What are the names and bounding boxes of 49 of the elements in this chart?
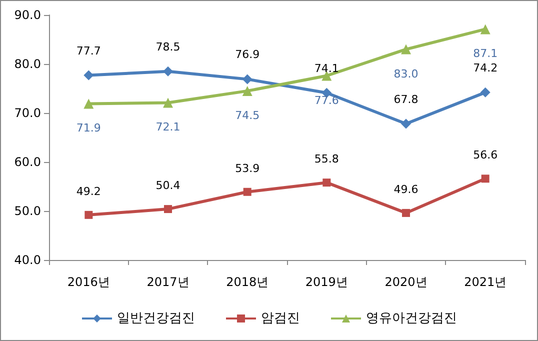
point <box>84 210 93 219</box>
data-label: 50.4 <box>156 179 180 192</box>
point <box>84 98 94 109</box>
y-tick-label: 80.0 <box>14 57 41 71</box>
data-label: 56.6 <box>473 148 498 162</box>
point <box>481 174 490 183</box>
point <box>480 24 490 34</box>
data-label: 53.9 <box>235 162 260 175</box>
data-label: 55.8 <box>314 152 339 166</box>
y-tick-label: 70.0 <box>14 106 41 120</box>
x-tick-label: 2019년 <box>305 275 348 289</box>
x-tick-label: 2017년 <box>146 275 190 289</box>
x-tick-label: 2021년 <box>464 275 507 289</box>
data-label: 71.9 <box>76 122 101 135</box>
data-label: 74.1 <box>314 62 339 75</box>
data-label: 78.5 <box>156 40 180 54</box>
data-label: 74.5 <box>235 108 260 122</box>
point <box>243 188 252 196</box>
point <box>401 118 411 129</box>
data-label: 77.7 <box>76 44 101 58</box>
point <box>401 44 411 54</box>
y-tick-label: 90.0 <box>14 8 41 22</box>
point <box>242 86 252 96</box>
y-tick-label: 60.0 <box>14 155 41 169</box>
data-label: 76.9 <box>235 48 260 62</box>
data-label: 83.0 <box>394 67 418 80</box>
point <box>322 178 331 187</box>
point <box>480 87 490 98</box>
point <box>242 74 252 84</box>
data-label: 67.8 <box>394 92 418 106</box>
x-tick-label: 2020년 <box>384 275 428 289</box>
data-label: 49.6 <box>394 182 418 196</box>
data-label: 87.1 <box>473 47 498 60</box>
point <box>164 205 172 214</box>
legend-label: 암검진 <box>261 311 300 326</box>
point <box>163 66 173 76</box>
legend-label: 일반건강검진 <box>117 311 195 326</box>
legend-label: 영유아건강검진 <box>366 311 457 326</box>
point <box>402 208 410 217</box>
y-tick-label: 50.0 <box>14 204 41 218</box>
x-tick-label: 2018년 <box>226 275 269 289</box>
data-label: 72.1 <box>156 120 180 134</box>
point <box>163 98 173 108</box>
y-tick-label: 40.0 <box>14 253 41 267</box>
data-label: 49.2 <box>76 184 101 198</box>
data-label: 77.6 <box>314 94 339 107</box>
x-tick-label: 2016년 <box>67 275 110 289</box>
point <box>84 70 94 80</box>
data-label: 74.2 <box>473 61 498 74</box>
